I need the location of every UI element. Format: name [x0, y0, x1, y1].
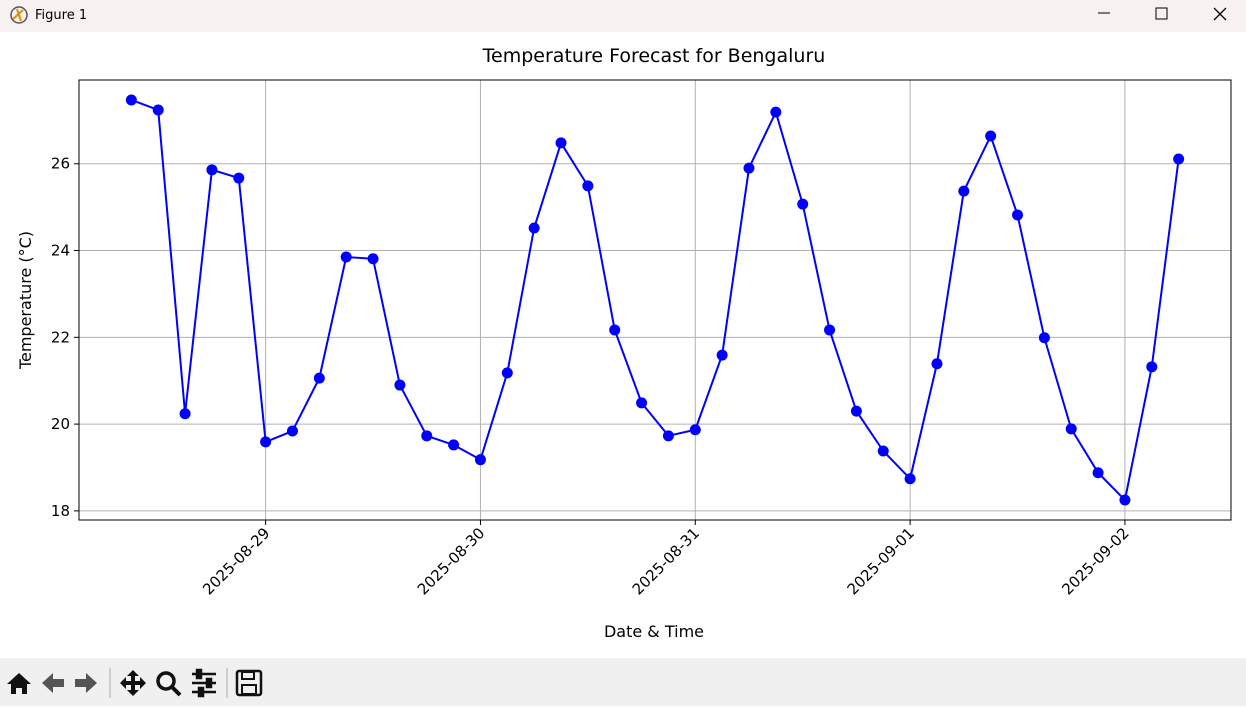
- marker: [152, 104, 164, 116]
- marker: [260, 436, 272, 448]
- marker: [824, 324, 836, 336]
- toolbar-icons: [7, 668, 263, 698]
- plot-frame: [78, 79, 1232, 521]
- marker: [582, 180, 594, 192]
- marker: [501, 367, 513, 379]
- marker: [770, 106, 782, 118]
- marker: [1065, 423, 1077, 435]
- chart-title: Temperature Forecast for Bengaluru: [482, 45, 826, 67]
- marker: [609, 324, 621, 336]
- y-axis-label: Temperature (°C): [16, 231, 35, 370]
- marker: [958, 185, 970, 197]
- marker: [340, 251, 352, 263]
- marker: [394, 379, 406, 391]
- marker: [716, 349, 728, 361]
- x-tick-label: 2025-09-01: [844, 524, 918, 598]
- marker: [421, 430, 433, 442]
- marker: [743, 162, 755, 174]
- marker: [1012, 209, 1024, 221]
- window-controls: [1098, 7, 1227, 21]
- window-title: Figure 1: [35, 8, 88, 23]
- marker: [1146, 361, 1158, 373]
- x-tick-label: 2025-08-31: [629, 524, 703, 598]
- configure-button[interactable]: [192, 668, 216, 698]
- marker: [1173, 153, 1185, 165]
- marker: [313, 372, 325, 384]
- marker: [985, 130, 997, 142]
- marker: [1038, 332, 1050, 344]
- marker: [555, 137, 567, 149]
- maximize[interactable]: [1155, 7, 1168, 20]
- marker: [689, 424, 701, 436]
- x-tick-label: 2025-08-30: [414, 524, 488, 598]
- marker: [797, 198, 809, 210]
- y-tick-label: 20: [51, 415, 70, 433]
- back-button[interactable]: [42, 673, 64, 693]
- y-tick-label: 26: [51, 155, 70, 173]
- y-tick-label: 18: [51, 502, 70, 520]
- x-tick-label: 2025-08-29: [199, 524, 273, 598]
- marker: [206, 164, 218, 176]
- marker: [931, 358, 943, 370]
- marker: [125, 94, 137, 106]
- marker: [877, 445, 889, 457]
- marker: [179, 408, 191, 420]
- y-tick-label: 24: [51, 242, 70, 260]
- marker: [286, 425, 298, 437]
- x-tick-label: 2025-09-02: [1058, 524, 1132, 598]
- close[interactable]: [1213, 7, 1227, 21]
- save-button[interactable]: [235, 669, 263, 697]
- marker: [662, 430, 674, 442]
- pan-button[interactable]: [120, 670, 146, 696]
- title-bar: Figure 1: [0, 0, 1246, 32]
- marker: [636, 397, 648, 409]
- marker: [1119, 494, 1131, 506]
- marker: [528, 222, 540, 234]
- marker: [233, 172, 245, 184]
- chart: Temperature Forecast for Bengaluru Date …: [16, 45, 1232, 641]
- x-axis-label: Date & Time: [604, 622, 704, 641]
- forward-button[interactable]: [75, 673, 97, 693]
- home-button[interactable]: [7, 673, 31, 694]
- line: [131, 99, 1180, 503]
- y-tick-label: 22: [51, 328, 70, 346]
- zoom-button[interactable]: [156, 671, 182, 697]
- marker: [367, 253, 379, 265]
- app-icon: [10, 6, 28, 24]
- marker: [448, 439, 460, 451]
- marker: [850, 405, 862, 417]
- toolbar: [0, 658, 1246, 706]
- marker: [904, 473, 916, 485]
- marker: [1092, 467, 1104, 479]
- marker: [474, 454, 486, 466]
